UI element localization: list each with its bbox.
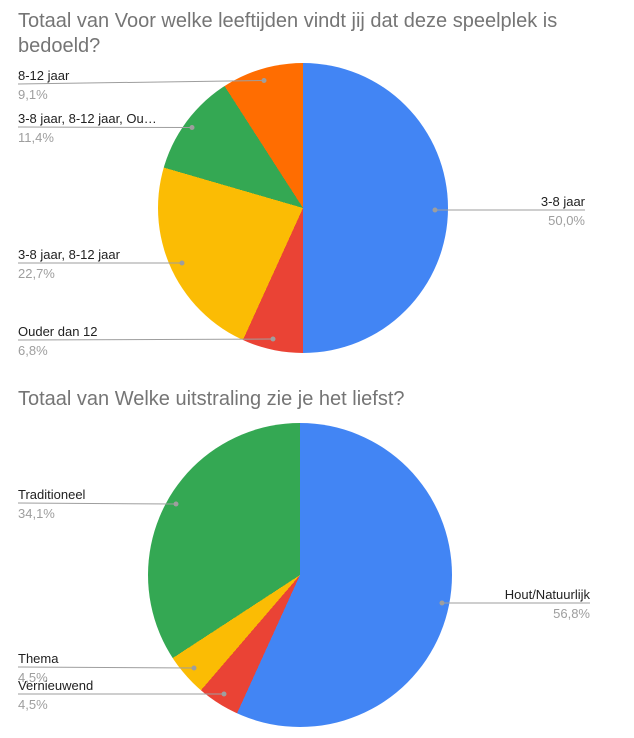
slice-percent: 6,8% [18,343,48,358]
chart-title-leeftijden: Totaal van Voor welke leeftijden vindt j… [18,10,558,57]
pie-chart-leeftijden[interactable] [158,63,448,353]
callout-thema: Thema 4,5% [18,651,58,686]
slice-percent: 4,5% [18,670,48,685]
slice-percent: 11,4% [18,130,54,145]
slice-percent: 56,8% [553,606,590,621]
slice-label: 3-8 jaar [540,194,585,209]
callout-8-12-jaar: 8-12 jaar 9,1% [18,68,69,103]
slice-label: 8-12 jaar [18,68,70,83]
callout-3-8-jaar: 3-8 jaar 50,0% [541,194,585,229]
callout-ouder-dan-12: Ouder dan 12 6,8% [18,324,98,359]
callout-3-8-8-12-ouder: 3-8 jaar, 8-12 jaar, Ou… 11,4% [18,111,157,146]
callout-traditioneel: Traditioneel 34,1% [18,487,85,522]
slice-percent: 22,7% [18,266,55,281]
slice-percent: 9,1% [18,87,48,102]
slice-label: Ouder dan 12 [18,324,98,339]
pie-chart-uitstraling[interactable] [148,423,452,727]
callout-3-8-8-12: 3-8 jaar, 8-12 jaar 22,7% [18,247,120,282]
slice-label: Thema [18,651,59,666]
slice-label: Hout/Natuurlijk [504,587,590,602]
chart-title-uitstraling: Totaal van Welke uitstraling zie je het … [18,388,405,410]
slice-label: 3-8 jaar, 8-12 jaar [18,247,120,262]
callout-hout-natuurlijk: Hout/Natuurlijk 56,8% [505,587,590,622]
slice-label: Vernieuwend [18,678,94,693]
slice-percent: 34,1% [18,506,55,521]
slice-label: 3-8 jaar, 8-12 jaar, Ou… [18,111,157,126]
callout-vernieuwend: Vernieuwend 4,5% [18,678,93,713]
slice-percent: 4,5% [18,697,48,712]
slice-label: Traditioneel [18,487,86,502]
slice-percent: 50,0% [548,213,585,228]
